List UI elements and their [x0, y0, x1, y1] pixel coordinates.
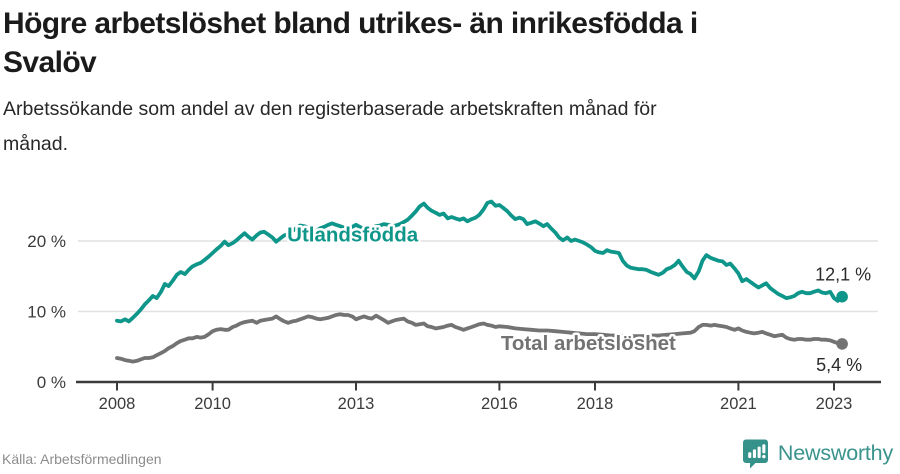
page-subtitle-line2: månad.	[3, 133, 69, 155]
x-tick-label: 2023	[816, 395, 853, 413]
x-tick-label: 2021	[720, 395, 757, 413]
unemployment-line-chart: 0 % 10 % 20 % 2008 2010 2013 2016 2018 2021 2023 U…	[27, 199, 881, 413]
x-tick-label: 2018	[577, 395, 614, 413]
source-note: Källa: Arbetsförmedlingen	[2, 451, 162, 467]
page-title-line1: Högre arbetslöshet bland utrikes- än inr…	[3, 7, 698, 40]
newsworthy-wordmark: Newsworthy	[777, 441, 893, 465]
series-end-dot-total-arbetsloshet	[836, 338, 848, 350]
x-tick-label: 2016	[481, 395, 518, 413]
page-subtitle: Arbetssökande som andel av den registerb…	[3, 92, 657, 162]
y-tick-label: 20 %	[27, 232, 66, 251]
page-title: Högre arbetslöshet bland utrikes- än inr…	[3, 4, 698, 82]
end-value-label-utlandsfodda: 12,1 %	[815, 265, 871, 285]
end-value-label-total-arbetsloshet: 5,4 %	[816, 355, 862, 375]
page-subtitle-line1: Arbetssökande som andel av den registerb…	[3, 98, 657, 120]
newsworthy-bubble-chart-icon	[742, 439, 768, 469]
y-tick-label: 0 %	[37, 373, 66, 392]
series-line-utlandsfodda	[115, 199, 844, 324]
series-line-total-arbetsloshet	[115, 312, 844, 364]
newsworthy-logo[interactable]: Newsworthy	[742, 438, 893, 469]
x-tick-label: 2008	[99, 395, 136, 413]
series-label-total-arbetsloshet: Total arbetslöshet	[501, 332, 676, 355]
x-tick-label: 2010	[194, 395, 231, 413]
x-tick-label: 2013	[338, 395, 375, 413]
y-tick-label: 10 %	[27, 303, 66, 322]
series-end-dot-utlandsfodda	[836, 290, 848, 303]
page-title-line2: Svalöv	[3, 46, 97, 79]
series-label-utlandsfodda: Utlandsfödda	[287, 223, 419, 246]
